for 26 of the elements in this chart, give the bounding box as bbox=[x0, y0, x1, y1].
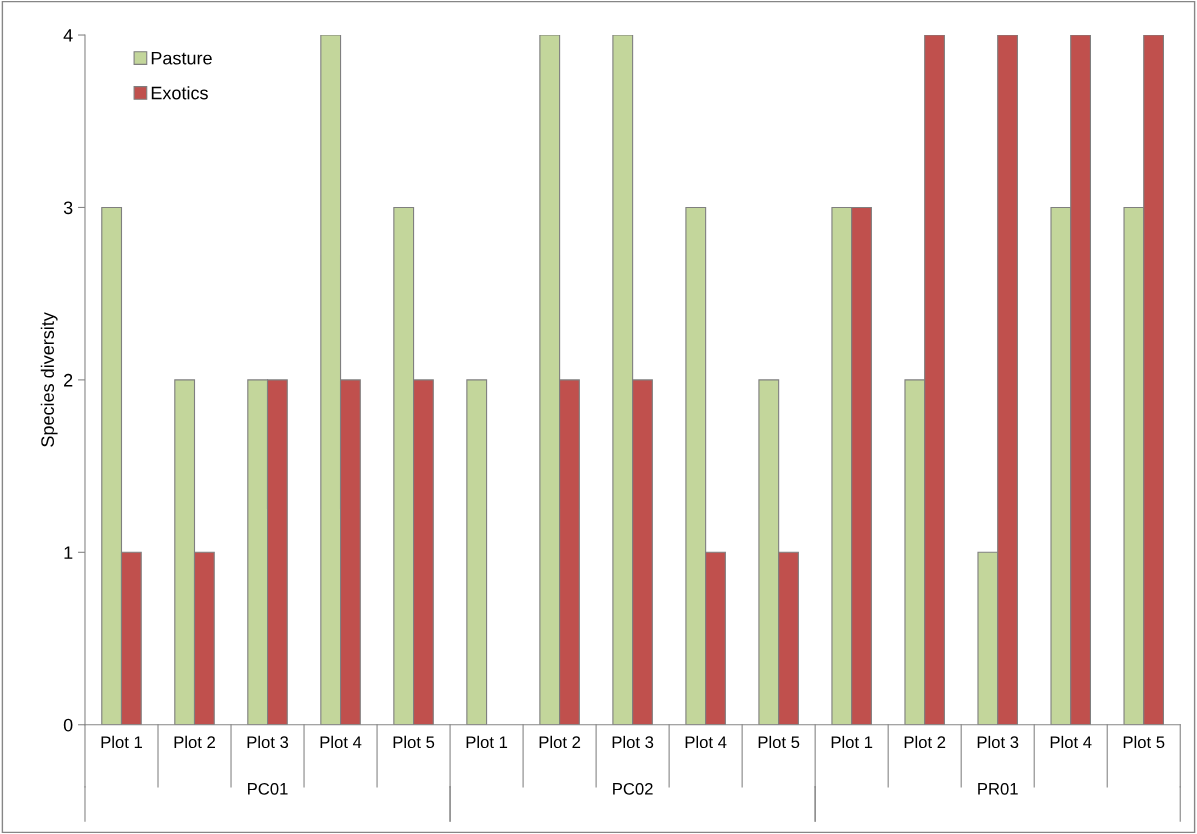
x-tick-label: Plot 1 bbox=[466, 735, 508, 749]
x-tick-label: Plot 3 bbox=[977, 735, 1019, 749]
x-tick-label: Plot 3 bbox=[247, 735, 289, 749]
x-tick-label: Plot 3 bbox=[612, 735, 654, 749]
x-tick-label: Plot 2 bbox=[539, 735, 581, 749]
x-tick-label: Plot 5 bbox=[393, 735, 435, 749]
y-tick-label: 1 bbox=[64, 546, 73, 559]
x-tick-label: Plot 2 bbox=[174, 735, 215, 749]
x-tick-label: Plot 4 bbox=[1050, 735, 1092, 749]
x-tick-label: Plot 4 bbox=[685, 735, 727, 749]
x-tick-label: Plot 5 bbox=[758, 735, 800, 749]
y-tick-label: 0 bbox=[63, 718, 73, 732]
legend-label: Exotics bbox=[151, 86, 208, 100]
text: PC02 bbox=[613, 782, 653, 795]
text: PC01 bbox=[248, 782, 288, 795]
text: PR01 bbox=[978, 782, 1018, 795]
y-tick-label: 4 bbox=[63, 29, 73, 42]
y-tick-label: 2 bbox=[64, 373, 73, 387]
y-axis-title: Species diversity bbox=[40, 312, 58, 447]
x-tick-label: Plot 5 bbox=[1123, 735, 1165, 749]
x-tick-label: Plot 1 bbox=[101, 735, 142, 749]
legend-label: Pasture bbox=[151, 51, 212, 65]
x-tick-label: Plot 4 bbox=[320, 735, 362, 749]
x-tick-label: Plot 1 bbox=[831, 735, 873, 749]
x-tick-label: Plot 2 bbox=[904, 735, 946, 749]
y-tick-label: 3 bbox=[63, 201, 73, 215]
